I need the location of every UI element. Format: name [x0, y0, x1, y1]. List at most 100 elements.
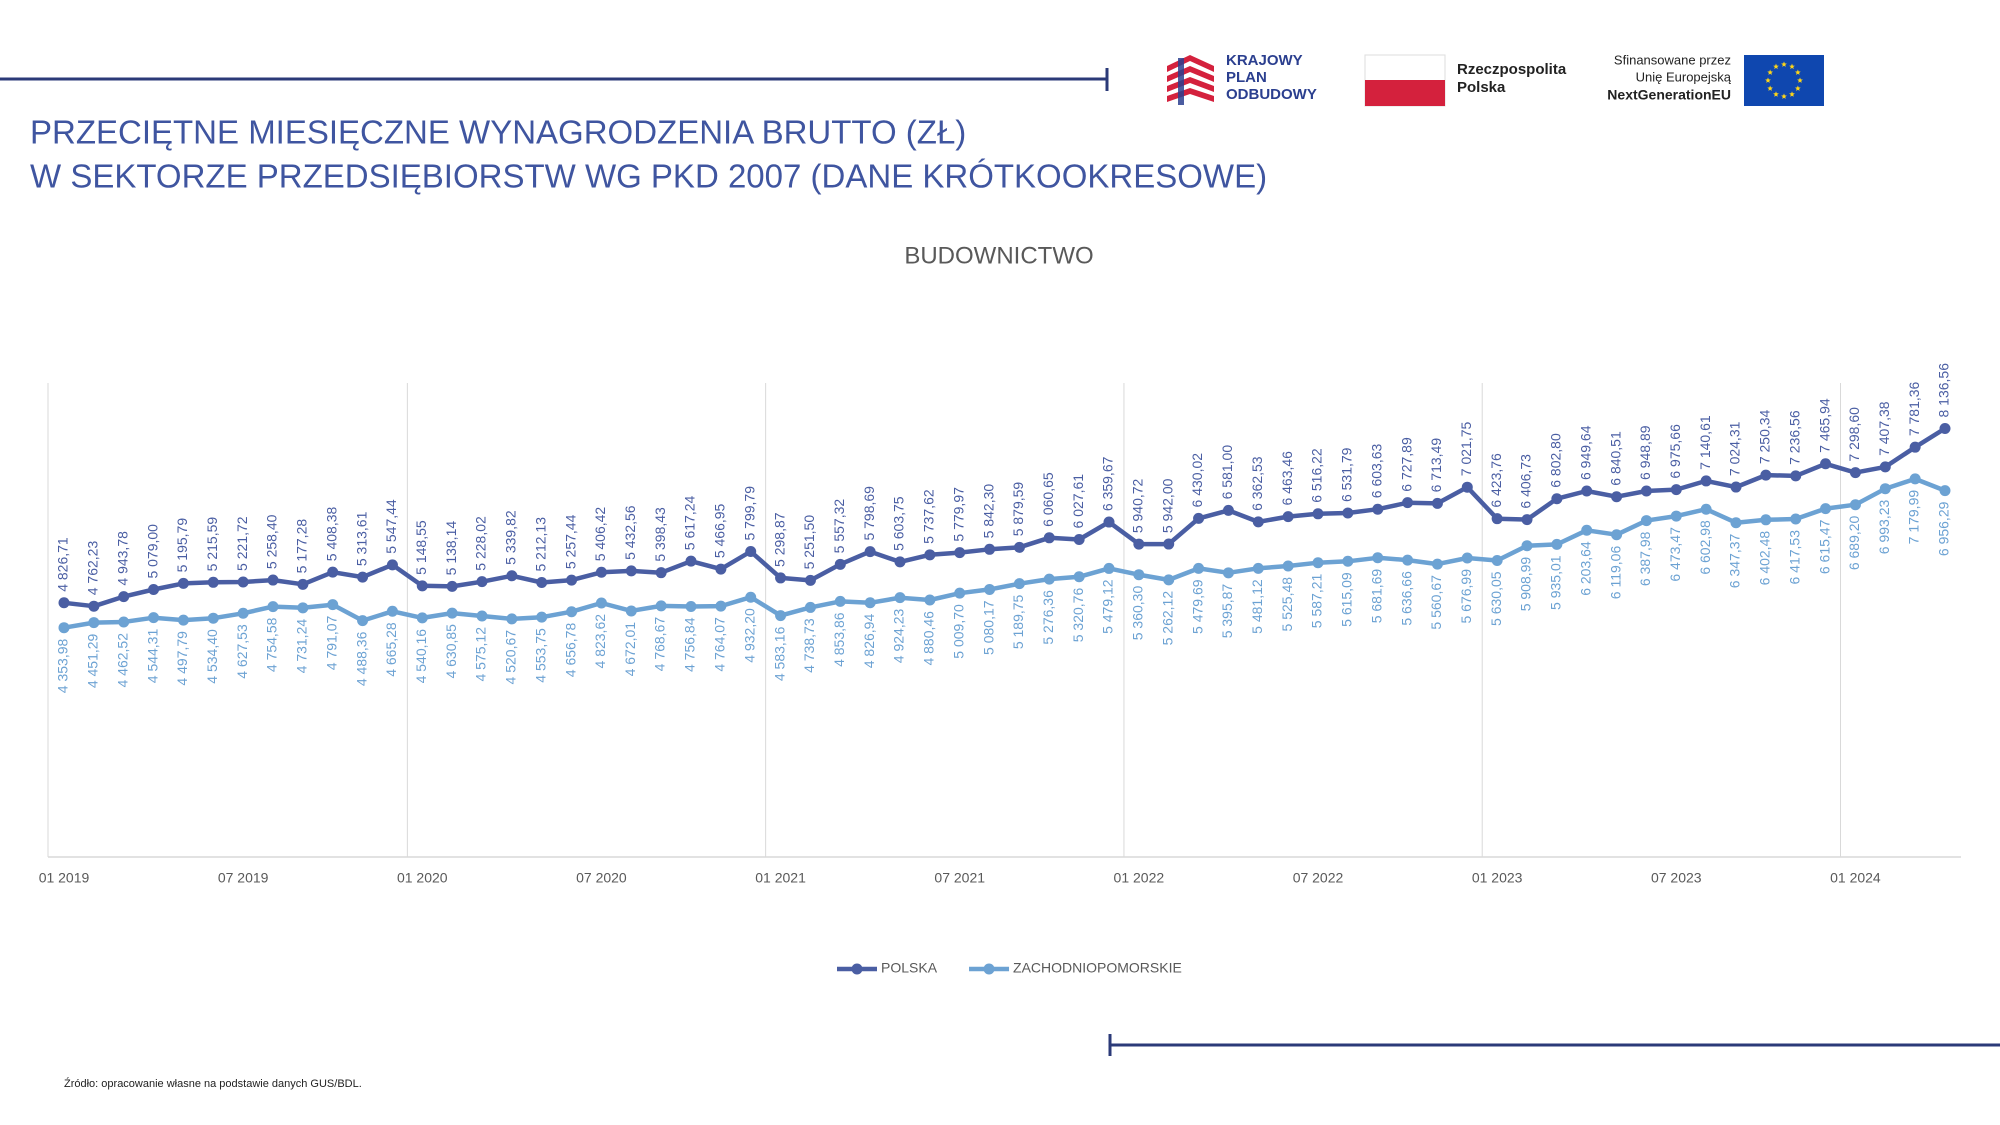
data-label: 4 853,86 — [831, 612, 847, 667]
data-point — [655, 567, 667, 579]
data-label: 5 842,30 — [980, 484, 996, 539]
data-label: 6 516,22 — [1309, 448, 1325, 503]
data-point — [1133, 538, 1145, 550]
data-point — [177, 577, 189, 589]
x-tick-label: 01 2021 — [755, 870, 806, 886]
eu-star — [1773, 63, 1779, 70]
data-label: 4 932,20 — [741, 608, 757, 663]
data-label: 7 024,31 — [1727, 421, 1743, 476]
data-point — [1312, 508, 1324, 520]
data-label: 6 362,53 — [1249, 456, 1265, 511]
data-point — [1640, 485, 1652, 497]
data-point — [1133, 569, 1145, 581]
data-point — [148, 612, 160, 624]
data-label: 6 603,63 — [1368, 443, 1384, 498]
data-label: 5 676,99 — [1458, 569, 1474, 624]
data-label: 5 942,00 — [1159, 478, 1175, 533]
data-point — [685, 555, 697, 567]
data-point — [1879, 461, 1891, 473]
data-point — [1372, 503, 1384, 515]
data-point — [416, 580, 428, 592]
data-label: 4 731,24 — [294, 619, 310, 674]
data-point — [715, 563, 727, 575]
data-point — [1820, 458, 1832, 470]
data-point — [297, 602, 309, 614]
data-point — [1730, 517, 1742, 529]
data-label: 5 406,42 — [592, 507, 608, 562]
legend-marker — [851, 963, 863, 975]
legend-label: POLSKA — [881, 960, 938, 976]
data-label: 6 956,29 — [1936, 501, 1952, 556]
data-label: 4 520,67 — [503, 630, 519, 685]
data-point — [267, 574, 279, 586]
data-point — [1461, 552, 1473, 564]
data-label: 4 754,58 — [264, 617, 280, 672]
series-line — [63, 426, 1947, 609]
data-label: 5 339,82 — [503, 510, 519, 565]
data-label: 6 602,98 — [1697, 520, 1713, 575]
data-label: 6 060,65 — [1040, 472, 1056, 527]
data-point — [566, 606, 578, 618]
data-point — [1043, 532, 1055, 544]
data-point — [1879, 483, 1891, 495]
data-label: 4 738,73 — [801, 618, 817, 673]
data-label: 6 802,80 — [1548, 433, 1564, 488]
data-point — [1402, 554, 1414, 566]
data-point — [595, 566, 607, 578]
data-label: 5 560,67 — [1428, 575, 1444, 630]
eu-stars — [1765, 61, 1803, 99]
data-point — [357, 615, 369, 627]
data-label: 4 575,12 — [473, 627, 489, 682]
data-label: 5 799,79 — [741, 486, 757, 541]
data-label: 5 466,95 — [712, 503, 728, 558]
eu-star — [1789, 63, 1795, 70]
rp-text: Rzeczpospolita — [1457, 61, 1567, 78]
data-label: 5 557,32 — [831, 499, 847, 554]
data-point — [1790, 513, 1802, 525]
data-label: 4 488,36 — [353, 631, 369, 686]
data-label: 5 617,24 — [682, 495, 698, 550]
data-point — [1193, 512, 1205, 524]
data-label: 4 451,29 — [85, 633, 101, 688]
data-point — [1909, 473, 1921, 485]
data-point — [1939, 422, 1951, 434]
data-label: 5 630,05 — [1488, 571, 1504, 626]
data-point — [148, 584, 160, 596]
data-label: 6 347,37 — [1727, 533, 1743, 588]
eu-star — [1789, 91, 1795, 97]
data-point — [1640, 515, 1652, 527]
data-label: 5 276,36 — [1040, 590, 1056, 645]
data-point — [984, 583, 996, 595]
data-label: 5 481,12 — [1249, 579, 1265, 634]
data-label: 7 465,94 — [1816, 398, 1832, 453]
data-point — [984, 543, 996, 555]
data-point — [1163, 574, 1175, 586]
data-label: 6 473,47 — [1667, 527, 1683, 582]
x-tick-label: 01 2019 — [39, 870, 90, 886]
data-label: 5 779,97 — [950, 487, 966, 542]
data-label: 4 462,52 — [114, 633, 130, 688]
data-point — [476, 576, 488, 588]
data-point — [1939, 485, 1951, 497]
data-label: 4 756,84 — [682, 617, 698, 672]
data-point — [237, 607, 249, 619]
data-label: 5 313,61 — [353, 511, 369, 566]
data-label: 7 179,99 — [1906, 490, 1922, 545]
data-point — [1611, 529, 1623, 541]
data-point — [237, 576, 249, 588]
data-point — [1551, 493, 1563, 505]
data-point — [1163, 538, 1175, 550]
data-label: 5 525,48 — [1279, 577, 1295, 632]
data-point — [1760, 514, 1772, 526]
data-label: 6 689,20 — [1846, 515, 1862, 570]
data-point — [58, 597, 70, 609]
eu-text: Unię Europejską — [1636, 69, 1732, 84]
data-point — [1611, 491, 1623, 503]
data-point — [954, 587, 966, 599]
kpo-text: KRAJOWY — [1226, 52, 1303, 69]
eu-star — [1795, 85, 1801, 91]
data-label: 7 021,75 — [1458, 422, 1474, 477]
data-label: 4 791,07 — [323, 615, 339, 670]
data-point — [954, 547, 966, 559]
